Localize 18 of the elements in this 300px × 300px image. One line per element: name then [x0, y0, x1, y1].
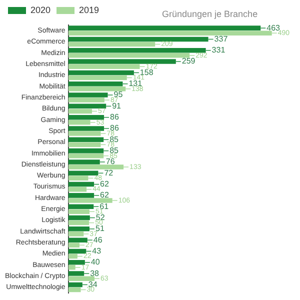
data-label: 40 [90, 258, 100, 267]
legend-label: 2019 [79, 4, 100, 15]
legend-label: 2020 [30, 4, 51, 15]
data-label: 86 [110, 112, 120, 122]
data-label: 72 [104, 168, 114, 178]
data-label: 337 [214, 34, 228, 44]
data-label: 62 [100, 190, 110, 200]
data-label: 76 [106, 157, 116, 166]
chart-title: Gründungen je Branche [162, 9, 258, 19]
data-label: 331 [212, 46, 226, 55]
data-label: 91 [112, 101, 122, 110]
data-label: 61 [100, 202, 110, 211]
data-label: 46 [93, 235, 103, 244]
data-label: 38 [90, 268, 100, 278]
data-label: 51 [95, 224, 105, 234]
data-label: 62 [100, 179, 110, 188]
data-label: 259 [182, 56, 196, 66]
data-label: 43 [92, 246, 102, 256]
